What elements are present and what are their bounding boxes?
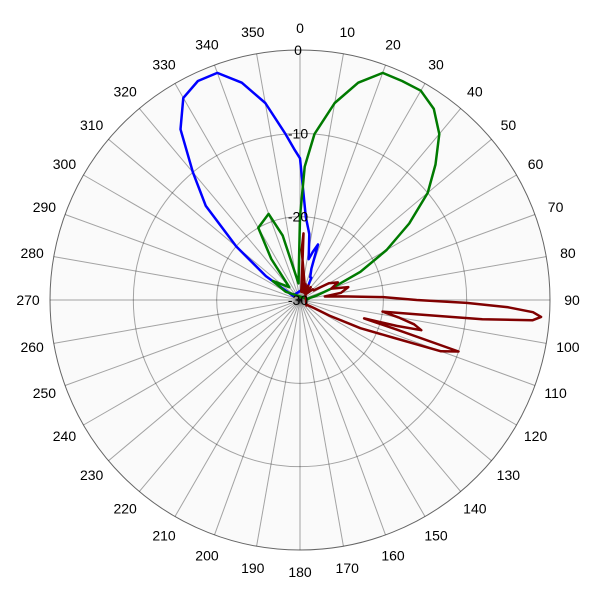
angle-tick-label: 250 bbox=[33, 385, 57, 401]
grid-spoke bbox=[83, 299, 301, 426]
angle-tick-label: 240 bbox=[53, 428, 77, 444]
series-line-3 bbox=[299, 232, 543, 353]
angle-tick-label: 280 bbox=[20, 245, 44, 261]
angle-tick-label: 20 bbox=[385, 36, 401, 52]
angle-tick-label: 90 bbox=[564, 292, 580, 308]
radial-tick-label: -20 bbox=[288, 209, 308, 225]
angle-tick-label: 170 bbox=[336, 560, 360, 576]
grid-spoke bbox=[64, 214, 301, 301]
angle-tick-label: 320 bbox=[113, 84, 137, 100]
radial-tick-label: -30 bbox=[288, 292, 308, 308]
angle-tick-labels: 0 10 20 30 40 50 60 70 80 90 100 110 120 130 140 150 160… bbox=[16, 20, 580, 580]
angle-tick-label: 60 bbox=[528, 156, 544, 172]
grid-spoke bbox=[174, 83, 301, 301]
plot-area bbox=[50, 50, 550, 550]
grid-spoke bbox=[83, 174, 301, 301]
grid-spoke bbox=[299, 138, 492, 301]
grid-spoke bbox=[299, 299, 462, 492]
polar-grid bbox=[49, 49, 551, 551]
angle-tick-label: 210 bbox=[152, 528, 176, 544]
grid-spoke bbox=[256, 299, 301, 547]
grid-spoke bbox=[174, 299, 301, 517]
grid-ring bbox=[132, 132, 468, 468]
angle-tick-label: 0 bbox=[296, 20, 304, 36]
angle-tick-label: 220 bbox=[113, 500, 137, 516]
angle-tick-label: 350 bbox=[241, 24, 265, 40]
angle-tick-label: 200 bbox=[195, 548, 219, 564]
radial-tick-labels: 0 -10 -20 -30 bbox=[288, 42, 308, 308]
grid-spoke bbox=[299, 299, 536, 386]
angle-tick-label: 30 bbox=[428, 56, 444, 72]
angle-tick-label: 290 bbox=[33, 199, 57, 215]
angle-tick-label: 100 bbox=[556, 339, 580, 355]
angle-tick-label: 140 bbox=[463, 500, 487, 516]
grid-spoke bbox=[299, 299, 344, 547]
angle-tick-label: 110 bbox=[544, 385, 567, 401]
grid-spoke bbox=[108, 138, 301, 301]
series-group bbox=[179, 71, 543, 353]
angle-tick-label: 130 bbox=[497, 467, 521, 483]
angle-tick-label: 70 bbox=[548, 199, 564, 215]
series-line-2 bbox=[257, 71, 441, 301]
angle-tick-label: 180 bbox=[288, 564, 312, 580]
grid-spoke bbox=[108, 299, 301, 462]
angle-tick-label: 270 bbox=[16, 292, 40, 308]
grid-spoke bbox=[64, 299, 301, 386]
grid-spoke bbox=[299, 299, 517, 426]
grid-spoke bbox=[299, 108, 462, 301]
angle-tick-label: 50 bbox=[501, 117, 517, 133]
grid-spoke bbox=[53, 299, 301, 344]
grid-spoke bbox=[214, 64, 301, 301]
angle-tick-label: 80 bbox=[560, 245, 576, 261]
grid-spoke bbox=[299, 174, 517, 301]
grid-ring bbox=[49, 49, 551, 551]
angle-tick-label: 150 bbox=[424, 528, 448, 544]
angle-tick-label: 310 bbox=[80, 117, 104, 133]
grid-spoke bbox=[138, 299, 301, 492]
grid-spoke bbox=[299, 299, 386, 536]
angle-tick-label: 10 bbox=[339, 24, 355, 40]
grid-spoke bbox=[138, 108, 301, 301]
angle-tick-label: 340 bbox=[195, 36, 219, 52]
angle-tick-label: 160 bbox=[381, 548, 405, 564]
grid-spoke bbox=[299, 53, 344, 301]
angle-tick-label: 190 bbox=[241, 560, 265, 576]
angle-tick-label: 40 bbox=[467, 84, 483, 100]
grid-spoke bbox=[214, 299, 301, 536]
angle-tick-label: 330 bbox=[152, 56, 176, 72]
grid-spoke bbox=[53, 256, 301, 301]
angle-tick-label: 120 bbox=[524, 428, 548, 444]
radial-tick-label: 0 bbox=[294, 42, 302, 58]
grid-spoke bbox=[256, 53, 301, 301]
grid-spoke bbox=[299, 299, 492, 462]
grid-spoke bbox=[299, 299, 547, 344]
grid-spoke bbox=[299, 214, 536, 301]
angle-tick-label: 300 bbox=[53, 156, 77, 172]
grid-spoke bbox=[299, 83, 426, 301]
angle-tick-label: 260 bbox=[20, 339, 44, 355]
radial-tick-label: -10 bbox=[288, 125, 308, 141]
angle-tick-label: 230 bbox=[80, 467, 104, 483]
grid-spoke bbox=[299, 299, 426, 517]
series-line-1 bbox=[179, 71, 320, 298]
